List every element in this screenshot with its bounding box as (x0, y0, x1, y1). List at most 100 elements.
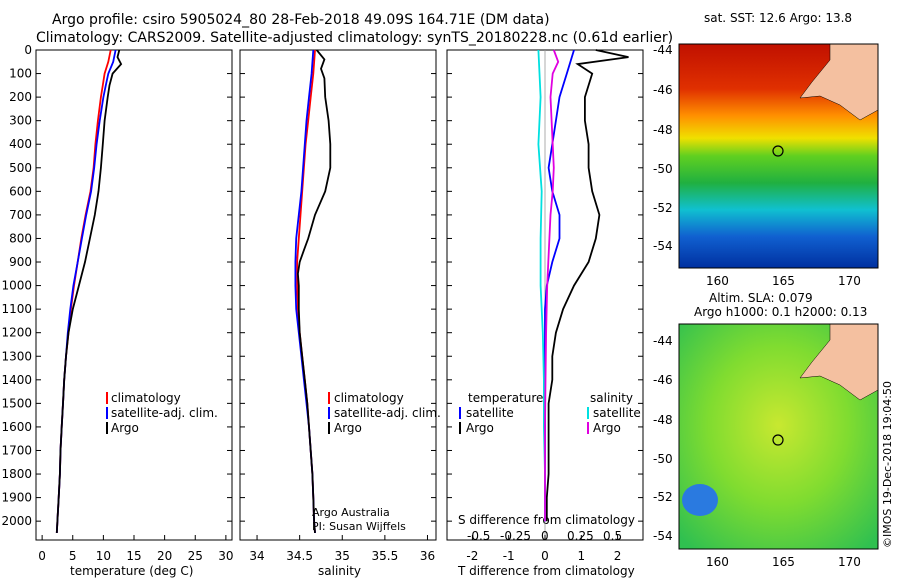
legend-climatology-s: climatology (334, 391, 404, 405)
sla-ytick-3: -48 (653, 413, 673, 427)
depth-tick-label: 400 (9, 137, 32, 151)
legend-t-argo: Argo (466, 421, 494, 435)
depth-axis-labels: 0 100 200 300 400 500 600 700 800 900 1000 1100 1200… (1, 43, 32, 528)
difference-legend: temperature satellite Argo salinity sate… (459, 391, 641, 435)
series-line-argo (55, 49, 123, 533)
depth-tick-label: 1300 (1, 349, 32, 363)
salinity-legend: climatology satellite-adj. clim. Argo (328, 391, 441, 435)
sst-ytick-6: -54 (653, 239, 673, 253)
x-tick-label: 0 (38, 549, 46, 563)
sst-xtick-1: 160 (706, 274, 729, 288)
series-layer (55, 49, 629, 540)
depth-tick-label: 1700 (1, 443, 32, 457)
temperature-panel: temperature (deg C) (35, 49, 233, 578)
series-line-argo (545, 49, 629, 522)
x-tick-label: 35.5 (372, 549, 399, 563)
legend-t-satellite: satellite (466, 406, 514, 420)
depth-tick-label: 1200 (1, 326, 32, 340)
header-line1: Argo profile: csiro 5905024_80 28-Feb-20… (52, 12, 550, 28)
sst-profile-location (772, 145, 784, 157)
x-tick-label: 1 (577, 549, 585, 563)
series-line-satellite-adj-clim- (55, 49, 117, 533)
sla-xtick-2: 165 (772, 555, 795, 569)
legend-argo: Argo (111, 421, 139, 435)
s-tick-1: -0.5 (467, 529, 490, 543)
salinity-frame (239, 49, 437, 541)
depth-tick-label: 1400 (1, 373, 32, 387)
s-tick-labels: -0.5 -0.25 0 0.25 0.5 (467, 529, 622, 543)
x-tick-label: 10 (96, 549, 111, 563)
x-tick-label: 5 (69, 549, 77, 563)
sla-map: Altim. SLA: 0.079 Argo h1000: 0.1 h2000:… (653, 291, 879, 569)
series-line-climatology (55, 49, 112, 533)
depth-tick-label: 0 (24, 43, 32, 57)
temperature-legend: climatology satellite-adj. clim. Argo (106, 391, 218, 435)
x-tick-label: 34.5 (286, 549, 313, 563)
sst-ytick-3: -48 (653, 123, 673, 137)
series-line-argo (296, 49, 332, 533)
depth-tick-label: 1000 (1, 279, 32, 293)
sla-ytick-1: -44 (653, 334, 673, 348)
x-tick-label: 2 (614, 549, 622, 563)
s-tick-4: 0.25 (567, 529, 594, 543)
s-tick-2: -0.25 (500, 529, 531, 543)
s-tick-3: 0 (541, 529, 549, 543)
imos-watermark: ©IMOS 19-Dec-2018 19:04:50 (881, 381, 894, 548)
legend-argo-s: Argo (334, 421, 362, 435)
depth-tick-label: 2000 (1, 514, 32, 528)
legend-satellite-s: satellite-adj. clim. (334, 406, 441, 420)
sla-xtick-3: 170 (838, 555, 861, 569)
sla-ytick-5: -52 (653, 490, 673, 504)
sla-profile-location (772, 434, 784, 446)
x-tick-label: 34 (249, 549, 264, 563)
depth-tick-label: 1800 (1, 467, 32, 481)
legend-s-satellite: satellite (593, 406, 641, 420)
sst-ytick-5: -52 (653, 201, 673, 215)
sla-low-anomaly (682, 484, 718, 516)
x-tick-label: 0 (541, 549, 549, 563)
credit-line2: PI: Susan Wijffels (312, 520, 406, 533)
depth-tick-label: 700 (9, 208, 32, 222)
sst-xtick-2: 165 (772, 274, 795, 288)
legend-salinity-head: salinity (590, 391, 633, 405)
header-line2: Climatology: CARS2009. Satellite-adjuste… (36, 30, 673, 46)
depth-tick-label: 100 (9, 67, 32, 81)
difference-xlabel: T difference from climatology (457, 564, 635, 578)
depth-tick-label: 1900 (1, 491, 32, 505)
sla-ytick-4: -50 (653, 452, 673, 466)
credit-line1: Argo Australia (312, 506, 390, 519)
salinity-xlabel: salinity (318, 564, 361, 578)
x-tick-label: 36 (420, 549, 435, 563)
sst-ytick-4: -50 (653, 162, 673, 176)
x-tick-label: 30 (218, 549, 233, 563)
depth-tick-label: 900 (9, 255, 32, 269)
x-tick-label: 25 (188, 549, 203, 563)
x-tick-layer: 0 5 10 15 20 25 30 34 34.5 35 35.5 36 -2 -1 0 1 2 (36, 49, 643, 563)
legend-temperature-head: temperature (468, 391, 543, 405)
sla-map-frame (678, 323, 879, 550)
legend-satellite: satellite-adj. clim. (111, 406, 218, 420)
x-tick-label: -1 (503, 549, 515, 563)
s-tick-5: 0.5 (603, 529, 622, 543)
depth-tick-label: 800 (9, 231, 32, 245)
salinity-panel: salinity (239, 49, 437, 578)
series-line-satellite-s (537, 49, 546, 522)
temperature-frame (35, 49, 233, 541)
depth-tick-label: 600 (9, 184, 32, 198)
depth-tick-label: 500 (9, 161, 32, 175)
depth-tick-label: 1600 (1, 420, 32, 434)
legend-climatology: climatology (111, 391, 181, 405)
temperature-xlabel: temperature (deg C) (70, 564, 193, 578)
sst-map-title: sat. SST: 12.6 Argo: 13.8 (704, 11, 852, 25)
sla-xtick-1: 160 (706, 555, 729, 569)
series-line-argo-s (544, 49, 560, 522)
legend-s-argo: Argo (593, 421, 621, 435)
x-tick-label: 15 (126, 549, 141, 563)
x-tick-label: 35 (335, 549, 350, 563)
sla-map-title2: Argo h1000: 0.1 h2000: 0.13 (694, 305, 867, 319)
depth-tick-label: 1100 (1, 302, 32, 316)
sla-ytick-2: -46 (653, 373, 673, 387)
sst-map-frame (678, 43, 879, 269)
sst-map: sat. SST: 12.6 Argo: 13.8 160 165 170 -4… (653, 11, 879, 288)
